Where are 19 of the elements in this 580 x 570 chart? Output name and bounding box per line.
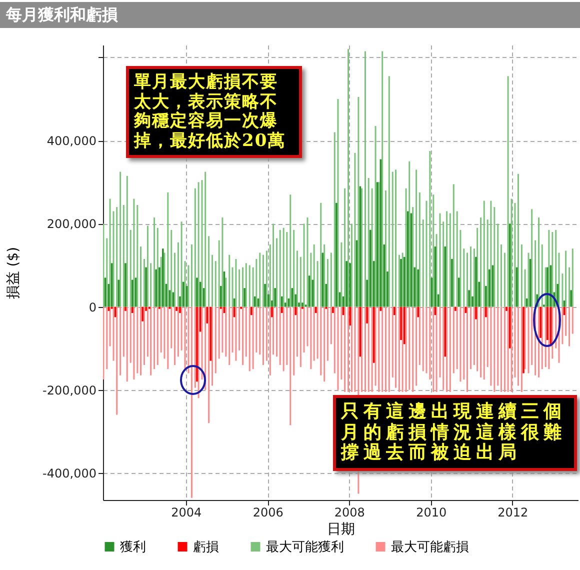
legend-label: 虧損 bbox=[193, 540, 219, 555]
y-tick-label: 200,000 bbox=[46, 217, 96, 232]
x-tick-label: 2012 bbox=[498, 506, 528, 520]
annotation: 只有這邊出現連續三個月的虧損情況這樣很難撐過去而被迫出局 bbox=[333, 395, 577, 472]
legend-label: 最大可能虧損 bbox=[391, 540, 469, 555]
chart-title: 每月獲利和虧損 bbox=[0, 2, 580, 28]
x-tick-label: 2008 bbox=[334, 506, 365, 520]
legend-label: 獲利 bbox=[120, 540, 146, 555]
y-tick-label: -400,000 bbox=[42, 466, 96, 480]
x-axis-title: 日期 bbox=[327, 522, 355, 538]
y-tick-label: 0 bbox=[88, 300, 96, 314]
y-tick-label: -200,000 bbox=[42, 383, 96, 398]
x-tick-label: 2010 bbox=[416, 506, 447, 520]
y-axis-title: 損益 ($) bbox=[6, 246, 22, 300]
annotation: 單月最大虧損不要太大，表示策略不夠穩定容易一次爆掉，最好低於20萬 bbox=[126, 66, 302, 158]
y-tick-label: 400,000 bbox=[46, 134, 96, 148]
x-tick-label: 2004 bbox=[171, 506, 202, 520]
x-tick-label: 2006 bbox=[252, 506, 284, 520]
legend-label: 最大可能獲利 bbox=[266, 540, 344, 555]
